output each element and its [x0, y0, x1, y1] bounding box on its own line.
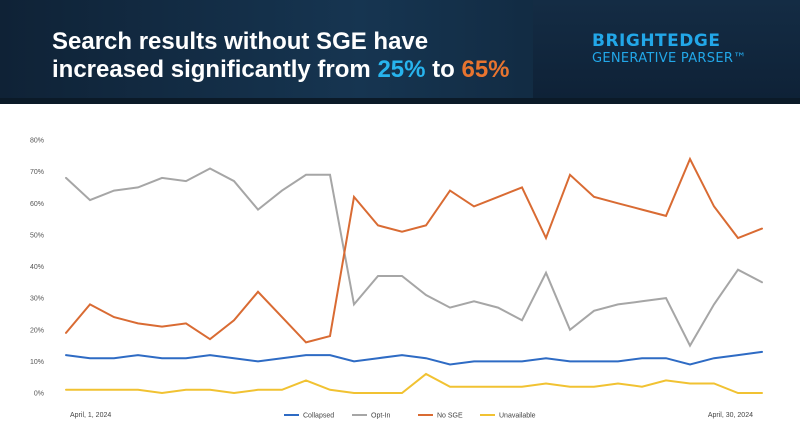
legend-label-opt-in: Opt-In — [371, 413, 391, 420]
headline-to: to — [425, 56, 462, 83]
series-line-unavailable — [65, 372, 763, 395]
logo-panel — [533, 0, 800, 104]
x-end-label: April, 30, 2024 — [708, 412, 753, 419]
y-tick-label: 40% — [30, 264, 44, 271]
chart-card: 0% 10% 20% 30% 40% 50% 60% 70% 80% April, 1, 2024… — [20, 124, 780, 434]
headline-line2-prefix: increased significantly from — [52, 56, 378, 83]
legend-label-unavailable: Unavailable — [499, 413, 536, 420]
y-tick-label: 80% — [30, 138, 44, 145]
y-tick-label: 0% — [34, 391, 44, 398]
y-tick-label: 60% — [30, 201, 44, 208]
headline-pct-to: 65% — [461, 56, 510, 83]
brightedge-logo: BRIGHTEDGE GENERATIVE PARSER™ — [592, 32, 782, 67]
chart-panel: 0% 10% 20% 30% 40% 50% 60% 70% 80% April, 1, 2024… — [0, 104, 800, 436]
y-tick-label: 10% — [30, 359, 44, 366]
logo-sub-text: GENERATIVE PARSER™ — [592, 51, 747, 66]
x-start-label: April, 1, 2024 — [70, 412, 111, 419]
y-tick-label: 30% — [30, 296, 44, 303]
series-line-opt-in — [65, 167, 763, 348]
y-tick-label: 50% — [30, 232, 44, 239]
headline: Search results without SGE have increase… — [52, 28, 522, 84]
headline-pct-from: 25% — [377, 56, 426, 83]
legend-label-no-sge: No SGE — [437, 413, 463, 420]
header-banner: Search results without SGE have increase… — [0, 0, 800, 104]
y-tick-label: 20% — [30, 327, 44, 334]
logo-main-text: BRIGHTEDGE — [592, 31, 721, 51]
series-line-no-sge — [65, 156, 763, 344]
series-line-collapsed — [65, 350, 763, 366]
legend-label-collapsed: Collapsed — [303, 413, 334, 420]
headline-line1: Search results without SGE have — [52, 28, 429, 55]
y-tick-label: 70% — [30, 169, 44, 176]
line-chart: 0% 10% 20% 30% 40% 50% 60% 70% 80% April, 1, 2024… — [30, 138, 763, 420]
